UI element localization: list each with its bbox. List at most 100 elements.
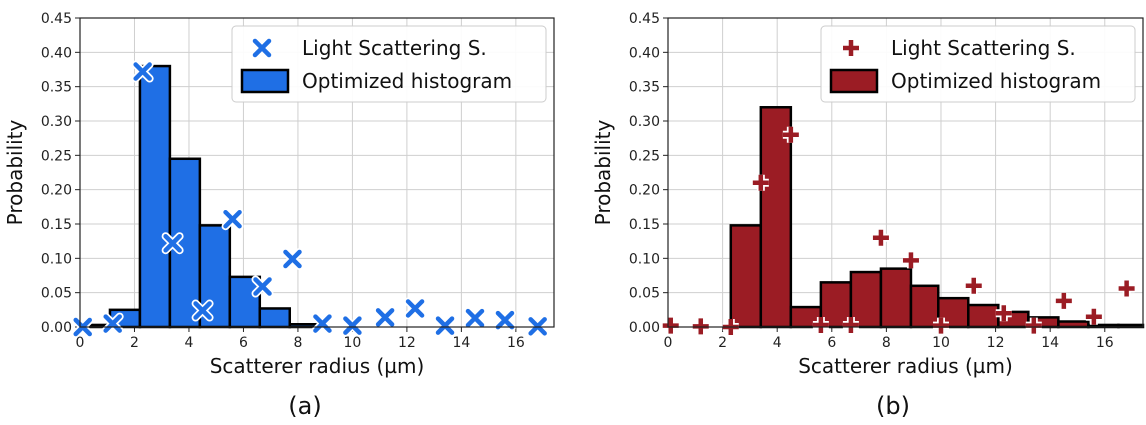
histogram-bar <box>1057 320 1090 329</box>
scatter-point <box>163 233 182 253</box>
scatter-point <box>375 308 395 327</box>
legend-box <box>231 25 547 103</box>
y-tick-label: 0.45 <box>41 11 72 27</box>
y-tick-label: 0.10 <box>41 251 72 267</box>
x-tick-label: 4 <box>185 335 194 351</box>
histogram-bar <box>759 106 793 329</box>
scatter-point <box>965 277 982 294</box>
chart-panel-a: 0.00 0.05 0.10 0.15 0.20 0.25 0.30 0.35 0.40 0.45… <box>3 11 555 420</box>
scatter-point <box>133 62 152 81</box>
legend-marker-histogram <box>829 68 879 94</box>
axes-frame <box>79 17 555 328</box>
chart-panel-b: 0.00 0.05 0.10 0.15 0.20 0.25 0.30 0.35 0.40 0.45… <box>591 11 1145 420</box>
legend-label-histogram: Optimized histogram <box>891 69 1101 93</box>
x-tick-label: 0 <box>664 335 673 351</box>
legend-marker-scatter <box>252 38 272 58</box>
x-axis-label: Scatterer radius (µm) <box>798 354 1013 378</box>
x-tick-label: 10 <box>932 335 950 351</box>
scatter-point <box>465 308 485 328</box>
scatter-point <box>313 314 332 333</box>
histogram-bar <box>819 281 853 329</box>
legend-marker-histogram <box>240 68 290 94</box>
y-tick-label: 0.10 <box>629 251 660 267</box>
x-tick-label: 4 <box>773 335 782 351</box>
y-tick-label: 0.25 <box>629 148 660 164</box>
histogram-bar <box>849 270 883 329</box>
scatter-point <box>253 277 272 296</box>
scatter-point <box>692 318 709 335</box>
histogram-bar <box>937 296 970 329</box>
x-tick-label: 0 <box>76 335 85 351</box>
scatter-point <box>842 316 859 333</box>
scatter-point <box>902 252 919 269</box>
scatter-point <box>812 316 829 333</box>
y-axis-label: Probability <box>3 119 27 225</box>
scatter-point <box>1118 280 1135 297</box>
panel-label: (a) <box>288 392 321 420</box>
x-tick-label: 6 <box>239 335 248 351</box>
x-tick-label: 8 <box>882 335 891 351</box>
x-tick-label: 16 <box>1096 335 1114 351</box>
scatter-point <box>1025 317 1042 334</box>
axes-frame <box>667 17 1144 328</box>
x-tick-label: 12 <box>987 335 1005 351</box>
scatter-point <box>343 316 362 335</box>
legend-box <box>820 25 1136 103</box>
histogram-bar <box>258 307 292 329</box>
scatter-point <box>528 317 547 336</box>
histogram-bar <box>729 224 763 329</box>
scatter-point <box>932 317 949 334</box>
legend-label-histogram: Optimized histogram <box>302 69 512 93</box>
legend-label-scatter: Light Scattering S. <box>891 36 1076 60</box>
scatter-point <box>283 249 302 269</box>
x-tick-label: 14 <box>452 335 470 351</box>
y-tick-label: 0.20 <box>41 183 72 199</box>
histogram-bar <box>879 267 913 329</box>
scatter-point <box>495 310 515 330</box>
scatter-point <box>1055 292 1072 309</box>
y-tick-label: 0.35 <box>629 80 660 96</box>
y-tick-label: 0.40 <box>629 45 660 61</box>
y-tick-label: 0.45 <box>629 11 660 27</box>
histogram-bar <box>909 284 940 329</box>
histogram-bar <box>138 64 172 329</box>
y-tick-label: 0.20 <box>629 183 660 199</box>
scatter-point <box>1085 308 1102 325</box>
x-tick-label: 2 <box>130 335 139 351</box>
y-tick-label: 0.40 <box>41 45 72 61</box>
y-tick-label: 0.05 <box>41 286 72 302</box>
scatter-point <box>752 174 769 191</box>
x-tick-label: 6 <box>827 335 836 351</box>
y-tick-label: 0.15 <box>629 217 660 233</box>
x-tick-label: 16 <box>507 335 525 351</box>
scatter-point <box>435 316 455 335</box>
scatter-point <box>103 314 122 333</box>
scatter-point <box>662 317 679 334</box>
y-axis-label: Probability <box>591 119 615 225</box>
y-tick-label: 0.30 <box>629 114 660 130</box>
scatter-point <box>193 301 212 320</box>
y-tick-label: 0.35 <box>41 80 72 96</box>
y-tick-label: 0.05 <box>629 286 660 302</box>
y-tick-label: 0.00 <box>41 320 72 336</box>
x-tick-label: 8 <box>293 335 302 351</box>
x-tick-label: 2 <box>718 335 727 351</box>
legend-marker-scatter <box>843 40 859 56</box>
legend-label-scatter: Light Scattering S. <box>302 36 487 60</box>
histogram-bar <box>967 303 1000 329</box>
x-tick-label: 12 <box>398 335 416 351</box>
y-tick-label: 0.15 <box>41 217 72 233</box>
x-tick-label: 10 <box>343 335 361 351</box>
y-tick-label: 0.30 <box>41 114 72 130</box>
y-tick-label: 0.00 <box>629 320 660 336</box>
scatter-point <box>872 229 889 246</box>
scatter-point <box>782 126 799 143</box>
x-tick-label: 14 <box>1041 335 1059 351</box>
panel-label: (b) <box>876 392 910 420</box>
scatter-point <box>995 305 1012 322</box>
y-tick-label: 0.25 <box>41 148 72 164</box>
scatter-point <box>405 299 425 318</box>
x-axis-label: Scatterer radius (µm) <box>210 354 425 378</box>
